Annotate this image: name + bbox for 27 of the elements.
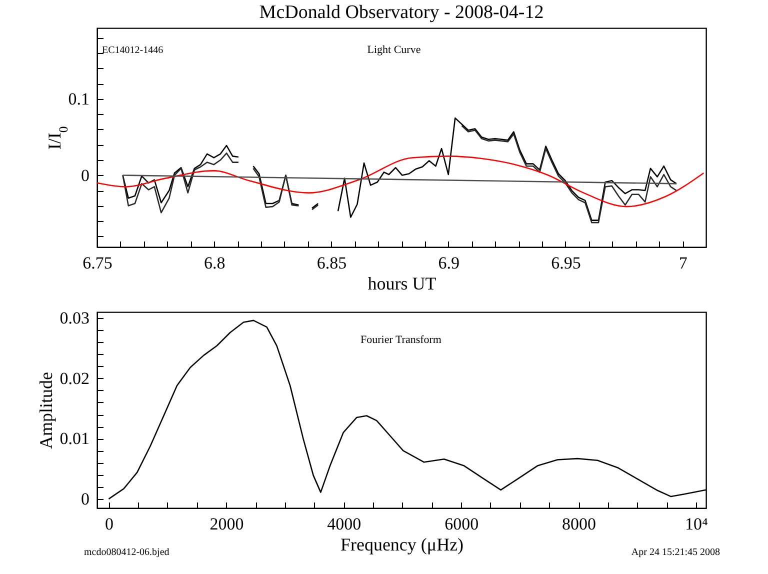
x-tick-label: 6.95 [551, 254, 581, 272]
y-tick-label: 0.02 [60, 368, 90, 388]
x-tick-label: 4000 [327, 514, 362, 534]
x-tick-label: 6.85 [316, 254, 347, 272]
text: Apr 24 15:21:45 2008 [631, 547, 720, 558]
y-tick-label: 0.01 [60, 429, 90, 448]
annotation: Light Curve [367, 44, 421, 56]
x-tick-label: 7 [678, 254, 688, 272]
annotation: Fourier Transform [360, 334, 442, 346]
text: mcdo080412-06.bjed [84, 547, 170, 558]
x-axis-title: Frequency (μHz) [340, 534, 464, 554]
annotation: EC14012-1446 [102, 45, 164, 56]
x-tick-label: 6.75 [82, 254, 112, 272]
x-tick-label: 0 [104, 514, 114, 534]
chart-title: McDonald Observatory - 2008-04-12 [259, 2, 544, 23]
x-axis-title: hours UT [368, 274, 436, 294]
y-tick-label: 0.03 [60, 308, 90, 328]
x-tick-label: 10⁴ [685, 514, 708, 534]
y-tick-label: 0 [81, 489, 90, 508]
x-tick-label: 6.8 [204, 254, 226, 272]
x-tick-label: 6.9 [438, 254, 460, 272]
y-tick-label: 0 [81, 166, 90, 185]
x-tick-label: 8000 [562, 514, 596, 534]
x-tick-label: 2000 [210, 514, 244, 534]
x-tick-label: 6000 [444, 514, 479, 534]
y-axis-title: Amplitude [36, 372, 56, 449]
y-tick-label: 0.1 [68, 89, 90, 108]
